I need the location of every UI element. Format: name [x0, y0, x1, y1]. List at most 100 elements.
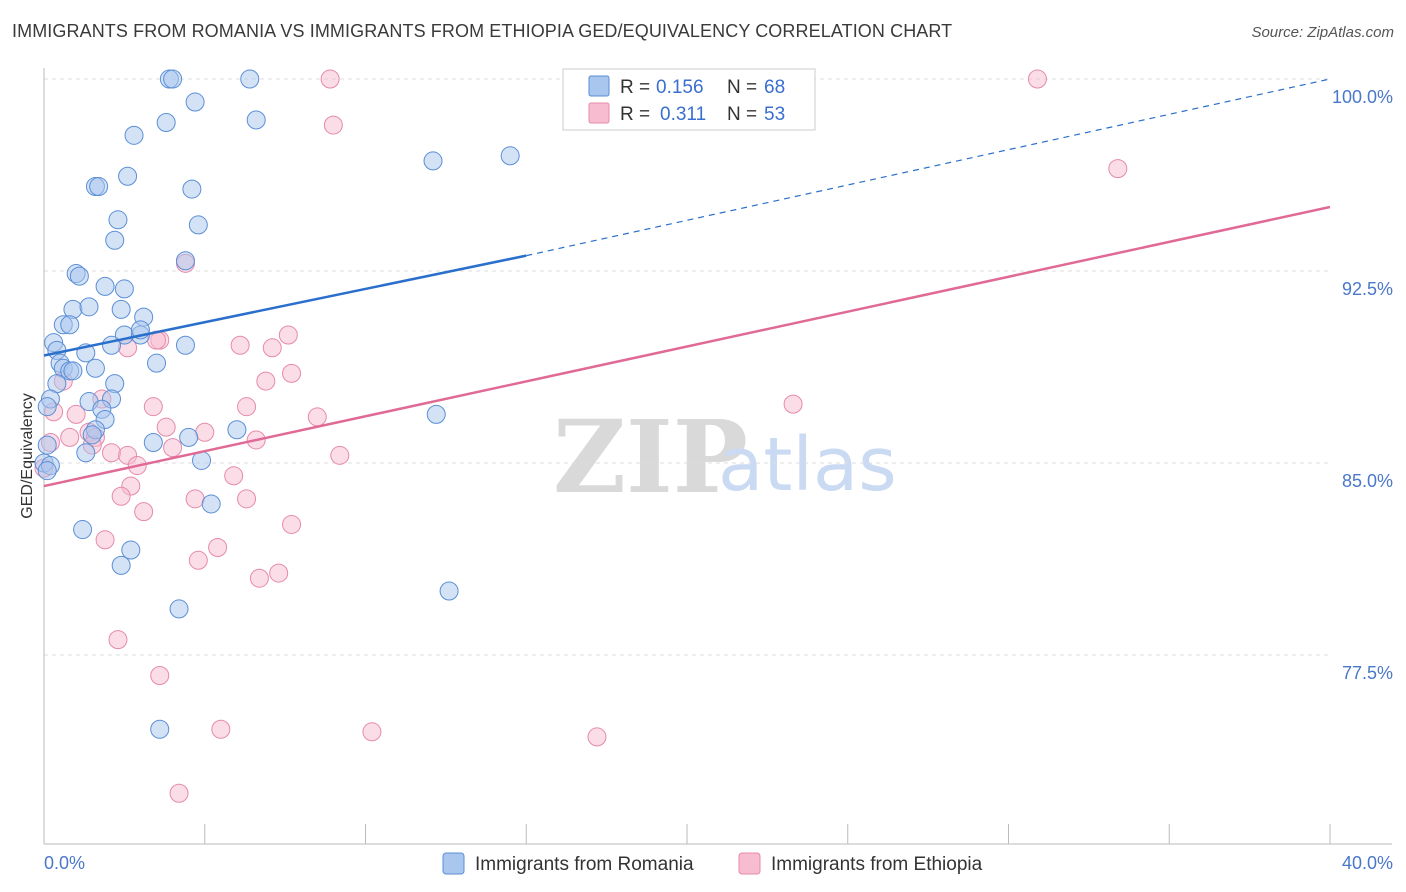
romania-point-47 — [37, 397, 57, 417]
romania-point-58 — [201, 494, 221, 514]
romania-point-2 — [240, 69, 260, 89]
romania-point-22 — [79, 297, 99, 317]
ethiopia-point-19 — [66, 404, 86, 424]
y-tick-label-0: 77.5% — [1342, 663, 1393, 683]
ethiopia-point-40 — [282, 514, 302, 534]
romania-point-3 — [185, 92, 205, 112]
romania-trend-line — [43, 254, 527, 357]
watermark-zip: ZIP — [553, 398, 748, 516]
legend-n-value-romania: 68 — [764, 77, 785, 98]
ethiopia-point-11 — [282, 363, 302, 383]
ethiopia-point-41 — [95, 530, 115, 550]
ethiopia-point-5 — [278, 325, 298, 345]
bottom-legend-label-romania: Immigrants from Romania — [475, 854, 694, 875]
romania-point-21 — [63, 299, 83, 319]
romania-point-54 — [143, 433, 163, 453]
bottom-legend-swatch-ethiopia — [738, 852, 761, 875]
legend-r-value-ethiopia: 0.311 — [660, 104, 706, 125]
romania-point-26 — [60, 315, 80, 335]
series-legend: Immigrants from Romania Immigrants from … — [442, 852, 983, 875]
romania-trend-extension — [526, 78, 1331, 257]
romania-point-33 — [175, 335, 195, 355]
romania-point-18 — [69, 266, 89, 286]
ethiopia-point-3 — [1108, 159, 1128, 179]
chart-source: Source: ZipAtlas.com — [1251, 24, 1394, 41]
romania-point-62 — [439, 581, 459, 601]
legend-n-value-ethiopia: 53 — [764, 104, 785, 125]
ethiopia-trend-line — [43, 205, 1331, 488]
ethiopia-point-15 — [143, 397, 163, 417]
stats-legend: R = 0.156 N = 68 R = 0.311 N = 53 — [562, 68, 816, 131]
ethiopia-point-17 — [783, 394, 803, 414]
grid-layer — [44, 78, 1330, 656]
x-tick-label-0: 0.0% — [44, 853, 85, 873]
romania-point-42 — [105, 374, 125, 394]
bottom-legend-swatch-romania — [442, 852, 465, 875]
romania-point-14 — [188, 215, 208, 235]
ethiopia-point-48 — [211, 719, 231, 739]
ethiopia-point-8 — [230, 335, 250, 355]
ethiopia-point-0 — [320, 69, 340, 89]
y-tick-label-3: 100.0% — [1332, 87, 1393, 107]
x-tick-marks — [43, 824, 1331, 844]
ethiopia-point-50 — [587, 727, 607, 747]
romania-point-51 — [82, 425, 102, 445]
romania-point-20 — [114, 279, 134, 299]
ethiopia-point-39 — [134, 502, 154, 522]
ethiopia-point-46 — [108, 630, 128, 650]
ethiopia-point-16 — [237, 397, 257, 417]
romania-point-52 — [179, 427, 199, 447]
romania-point-55 — [37, 435, 57, 455]
ethiopia-point-47 — [150, 665, 170, 685]
romania-point-15 — [105, 230, 125, 250]
legend-r-label-romania: R = — [620, 77, 650, 98]
y-tick-label-1: 85.0% — [1342, 471, 1393, 491]
ethiopia-point-25 — [60, 427, 80, 447]
legend-r-label-ethiopia: R = — [620, 104, 650, 125]
romania-point-64 — [150, 719, 170, 739]
ethiopia-point-37 — [185, 489, 205, 509]
legend-r-value-romania: 0.156 — [656, 77, 704, 98]
ethiopia-point-2 — [323, 115, 343, 135]
romania-point-1 — [163, 69, 183, 89]
ethiopia-point-29 — [163, 438, 183, 458]
ethiopia-point-44 — [269, 563, 289, 583]
legend-n-label-ethiopia: N = — [727, 104, 757, 125]
romania-point-11 — [89, 177, 109, 197]
romania-point-56 — [76, 443, 96, 463]
ethiopia-point-21 — [156, 417, 176, 437]
romania-point-8 — [500, 146, 520, 166]
bottom-legend-label-ethiopia: Immigrants from Ethiopia — [771, 854, 983, 875]
romania-point-60 — [121, 540, 141, 560]
ethiopia-point-38 — [237, 489, 257, 509]
legend-n-label-romania: N = — [727, 77, 757, 98]
chart-title: IMMIGRANTS FROM ROMANIA VS IMMIGRANTS FR… — [12, 21, 953, 41]
romania-point-7 — [423, 151, 443, 171]
ethiopia-point-20 — [307, 407, 327, 427]
romania-point-5 — [156, 113, 176, 133]
ethiopia-point-12 — [256, 371, 276, 391]
legend-swatch-ethiopia — [588, 102, 610, 124]
ethiopia-point-30 — [102, 443, 122, 463]
romania-point-39 — [147, 353, 167, 373]
x-tick-label-40: 40.0% — [1342, 853, 1393, 873]
ethiopia-point-23 — [195, 422, 215, 442]
romania-point-61 — [111, 555, 131, 575]
romania-point-53 — [227, 420, 247, 440]
y-axis-label: GED/Equivalency — [19, 393, 36, 518]
romania-point-67 — [37, 461, 57, 481]
romania-point-63 — [169, 599, 189, 619]
ethiopia-point-42 — [208, 537, 228, 557]
romania-point-13 — [108, 210, 128, 230]
legend-swatch-romania — [588, 75, 610, 97]
romania-point-16 — [175, 251, 195, 271]
y-tick-labels: 77.5% 85.0% 92.5% 100.0% — [1332, 87, 1393, 683]
romania-point-9 — [118, 166, 138, 186]
ethiopia-point-36 — [111, 486, 131, 506]
romania-point-19 — [95, 276, 115, 296]
ethiopia-point-31 — [330, 445, 350, 465]
romania-point-12 — [182, 179, 202, 199]
trend-layer — [43, 78, 1331, 488]
romania-point-49 — [426, 404, 446, 424]
ethiopia-point-34 — [224, 466, 244, 486]
